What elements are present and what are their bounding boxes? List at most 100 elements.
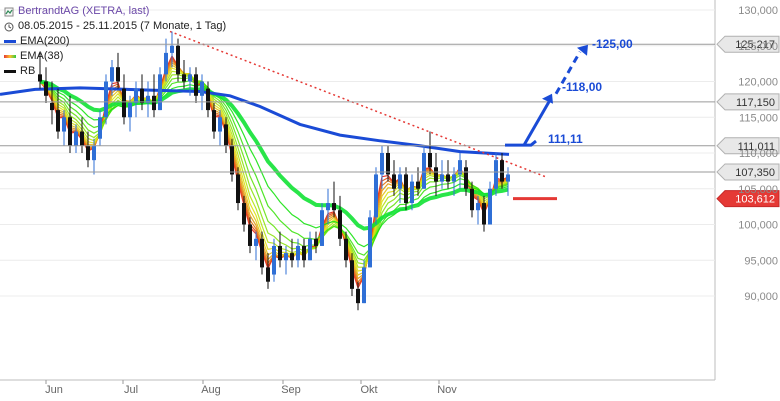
candle-body (446, 174, 450, 182)
candle-body (188, 74, 192, 82)
candle-body (362, 267, 366, 304)
candle-body (122, 88, 126, 118)
candle-body (422, 153, 426, 189)
x-tick-label: Nov (437, 384, 457, 396)
candle-body (206, 88, 210, 111)
candle-body (494, 160, 498, 189)
candle-body (284, 253, 288, 261)
y-tick-label: 115,000 (739, 112, 778, 124)
candle-body (200, 81, 204, 96)
candle-body (212, 110, 216, 132)
target-arrow-1 (522, 101, 551, 146)
target-arrowhead-2 (577, 44, 588, 56)
x-tick-label: Jun (45, 384, 63, 396)
y-tick-label: 95,000 (744, 255, 778, 267)
candle-body (296, 245, 300, 261)
candle-body (38, 74, 42, 82)
ema38-label: EMA(38) (20, 50, 64, 62)
clock-icon (4, 22, 14, 32)
candle-body (170, 45, 174, 53)
candle-body (158, 74, 162, 111)
ema-ribbon-line (39, 79, 509, 231)
target-arrow-2 (554, 51, 582, 95)
ema200-swatch (4, 40, 16, 43)
y-tick-label: 125,000 (738, 41, 778, 53)
candle-body (140, 88, 144, 103)
candle-body (374, 174, 378, 218)
candle-body (260, 238, 264, 268)
level-tag (716, 190, 780, 208)
candle-body (152, 95, 156, 111)
candle-body (380, 153, 384, 175)
candle-body (338, 210, 342, 239)
y-tick-label: 110,000 (739, 148, 778, 160)
candles (38, 31, 510, 311)
level-tag (716, 137, 780, 155)
level-lines: 125,217 117,150 111,011 107,350 103,612 (0, 35, 780, 208)
candle-body (314, 238, 318, 246)
legend-item-ema38: EMA(38) (4, 49, 226, 64)
candle-body (410, 181, 414, 204)
ema38-swatch (4, 55, 16, 58)
candle-body (110, 67, 114, 82)
candle-body (356, 288, 360, 304)
candle-body (440, 174, 444, 182)
candle-body (428, 153, 432, 168)
candle-body (344, 238, 348, 261)
candle-body (278, 245, 282, 261)
candle-body (128, 102, 132, 118)
candle-body (434, 167, 438, 182)
candle-body (146, 95, 150, 103)
level-tag-label: 125,217 (735, 39, 775, 51)
candle-body (194, 74, 198, 96)
candle-body (68, 117, 72, 146)
candle-body (302, 245, 306, 261)
legend-item-ema200: EMA(200) (4, 34, 226, 49)
candle-body (350, 260, 354, 289)
legend-title-row: BertrandtAG (XETRA, last) (4, 4, 226, 19)
rb-label: RB (20, 65, 36, 77)
candle-body (224, 124, 228, 146)
candle-body (320, 210, 324, 246)
candle-body (62, 117, 66, 132)
candle-body (266, 267, 270, 282)
candle-body (482, 203, 486, 225)
y-tick-label: 105,000 (738, 184, 778, 196)
chart-legend: BertrandtAG (XETRA, last) 08.05.2015 - 2… (4, 4, 226, 79)
candle-body (242, 203, 246, 225)
candle-body (476, 203, 480, 211)
candle-body (452, 174, 456, 182)
candle-body (218, 117, 222, 132)
x-tick-label: Okt (360, 384, 377, 396)
resistance-trendline (169, 30, 548, 179)
candle-body (458, 160, 462, 175)
legend-item-rb: RB (4, 64, 226, 79)
level-tag-label: 111,011 (738, 141, 775, 153)
target-label-2: -118,00 (562, 80, 602, 94)
candle-body (404, 174, 408, 204)
candle-body (290, 253, 294, 261)
candle-body (254, 238, 258, 246)
y-tick-label: 90,000 (744, 291, 778, 303)
level-tag-label: 107,350 (735, 167, 775, 179)
level-tag-label: 103,612 (735, 194, 775, 206)
target-label-3: -125,00 (592, 37, 633, 51)
period-label: 08.05.2015 - 25.11.2015 (7 Monate, 1 Tag… (18, 20, 227, 32)
candle-body (134, 88, 138, 103)
y-tick-label: 100,000 (738, 220, 778, 232)
level-tag (716, 163, 780, 181)
candle-body (98, 117, 102, 139)
ema-ribbon-line (39, 74, 509, 265)
candle-body (176, 45, 180, 75)
candle-body (74, 131, 78, 146)
candle-body (50, 102, 54, 111)
candle-body (326, 203, 330, 211)
candle-body (86, 145, 90, 161)
resistance-line (169, 30, 548, 179)
level-tag-label: 117,150 (736, 97, 775, 109)
candle-body (464, 167, 468, 189)
y-tick-label: 120,000 (738, 77, 778, 89)
instrument-icon (4, 7, 14, 17)
candle-body (116, 67, 120, 82)
